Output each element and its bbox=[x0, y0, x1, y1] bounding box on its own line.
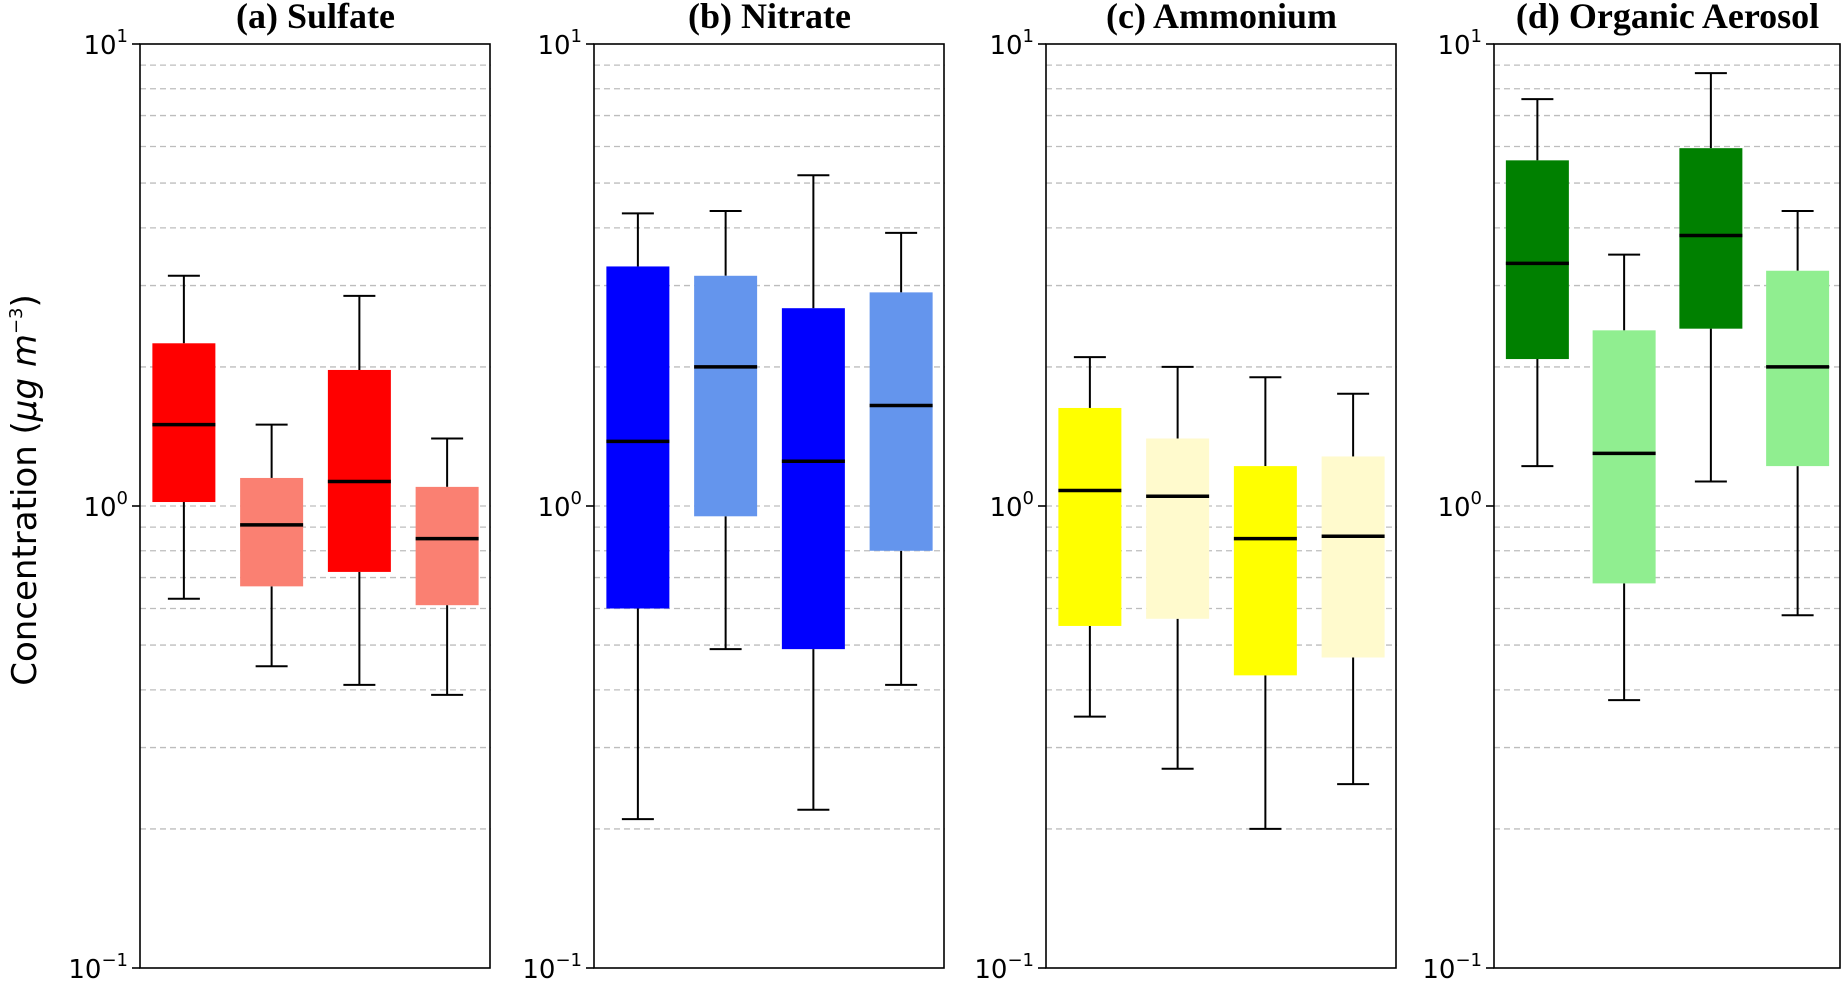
panels: 10−1 100 101 (a) Sulfate 10−1 100 101 (b) Nitra… bbox=[68, 0, 1841, 981]
panel-title: (a) Sulfate bbox=[236, 0, 395, 36]
box-iqr bbox=[152, 343, 216, 503]
box-3 bbox=[327, 294, 391, 686]
box-1 bbox=[1058, 356, 1122, 718]
box-4 bbox=[1321, 392, 1385, 786]
box-1 bbox=[1505, 98, 1569, 468]
panel-3: 10−1 100 101 (c) Ammonium bbox=[974, 0, 1397, 981]
box-iqr bbox=[606, 266, 670, 609]
box-iqr bbox=[415, 486, 479, 606]
box-iqr bbox=[1505, 160, 1569, 360]
panel-title: (d) Organic Aerosol bbox=[1516, 0, 1819, 36]
y-tick-label: 10−1 bbox=[1422, 950, 1482, 981]
y-tick-label: 101 bbox=[1437, 26, 1482, 61]
box-iqr bbox=[240, 477, 304, 587]
y-tick-label: 100 bbox=[1437, 488, 1482, 523]
box-3 bbox=[1233, 376, 1297, 830]
box-4 bbox=[1766, 210, 1830, 617]
panel-2: 10−1 100 101 (b) Nitrate bbox=[522, 0, 945, 981]
y-tick-label: 10−1 bbox=[68, 950, 128, 981]
box-iqr bbox=[1146, 438, 1210, 619]
y-tick-label: 10−1 bbox=[974, 950, 1034, 981]
box-iqr bbox=[869, 292, 933, 551]
panel-4: 10−1 100 101 (d) Organic Aerosol bbox=[1422, 0, 1841, 981]
box-4 bbox=[869, 231, 933, 686]
panel-title: (b) Nitrate bbox=[688, 0, 851, 36]
box-iqr bbox=[1592, 330, 1656, 584]
box-2 bbox=[1592, 253, 1656, 702]
panel-1: 10−1 100 101 (a) Sulfate bbox=[68, 0, 491, 981]
y-tick-label: 100 bbox=[989, 488, 1034, 523]
box-iqr bbox=[1233, 466, 1297, 676]
box-2 bbox=[694, 210, 758, 651]
box-iqr bbox=[694, 275, 758, 517]
box-3 bbox=[781, 174, 845, 811]
y-tick-label: 101 bbox=[537, 26, 582, 61]
box-1 bbox=[152, 274, 216, 600]
box-1 bbox=[606, 212, 670, 821]
y-tick-label: 101 bbox=[989, 26, 1034, 61]
box-iqr bbox=[1058, 407, 1122, 626]
y-axis-label: Concentration (μg m−3) bbox=[5, 294, 45, 686]
y-tick-label: 101 bbox=[83, 26, 128, 61]
box-3 bbox=[1679, 72, 1743, 483]
box-2 bbox=[1146, 365, 1210, 770]
y-tick-label: 100 bbox=[537, 488, 582, 523]
box-iqr bbox=[327, 369, 391, 572]
gridlines bbox=[1494, 64, 1841, 830]
box-4 bbox=[415, 437, 479, 696]
box-iqr bbox=[1679, 148, 1743, 329]
box-2 bbox=[240, 423, 304, 668]
y-tick-label: 10−1 bbox=[522, 950, 582, 981]
panel-title: (c) Ammonium bbox=[1106, 0, 1337, 36]
box-iqr bbox=[1321, 456, 1385, 658]
y-tick-label: 100 bbox=[83, 488, 128, 523]
box-iqr bbox=[781, 308, 845, 650]
